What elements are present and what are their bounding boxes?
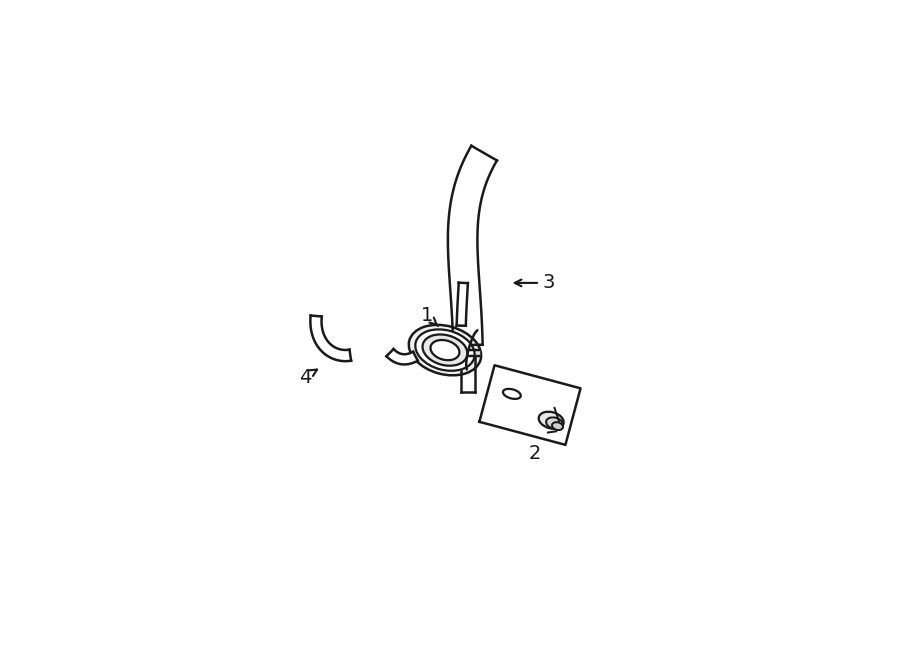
Polygon shape [310,315,351,361]
Polygon shape [480,366,580,445]
Polygon shape [461,357,475,393]
Text: 3: 3 [515,274,555,292]
Ellipse shape [409,325,482,375]
Ellipse shape [546,417,563,429]
Text: 1: 1 [421,307,438,326]
Ellipse shape [503,389,521,399]
Polygon shape [457,350,479,356]
Ellipse shape [552,422,563,430]
Ellipse shape [430,340,459,360]
Polygon shape [456,283,468,326]
Polygon shape [448,146,497,345]
Polygon shape [386,349,418,364]
Ellipse shape [539,412,563,429]
Ellipse shape [415,329,474,371]
Ellipse shape [422,334,467,366]
Text: 4: 4 [299,368,317,387]
Text: 2: 2 [529,444,541,463]
